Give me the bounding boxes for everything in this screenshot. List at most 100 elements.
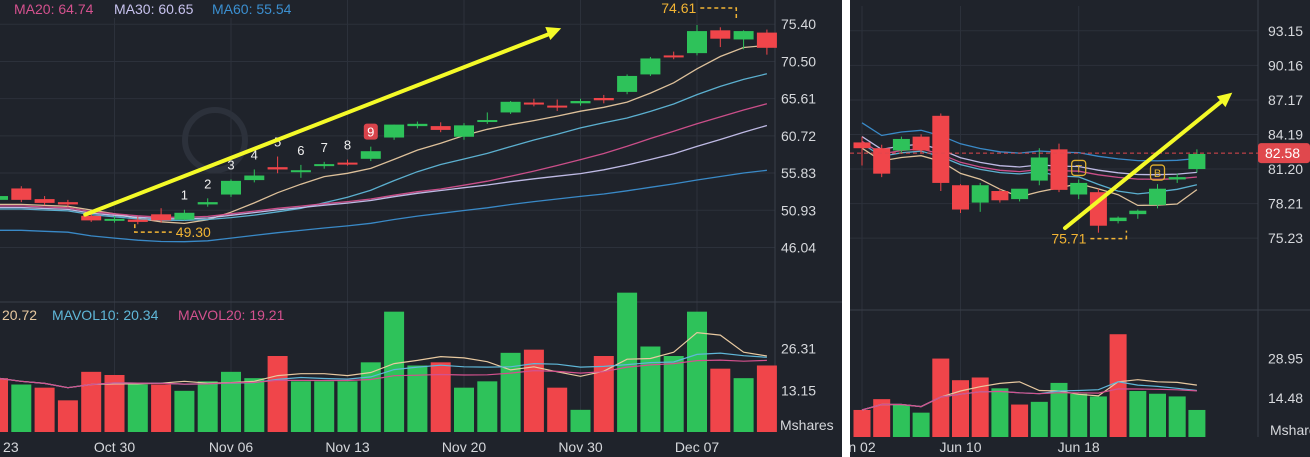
price-tick-label: 50.93 (781, 202, 816, 218)
legend-mavol20: MAVOL20: 19.21 (178, 307, 285, 323)
volume-tick-label: 28.95 (1268, 351, 1303, 367)
low-annotation-label: 49.30 (176, 224, 211, 240)
volume-bar (687, 311, 707, 432)
price-tick-label: 46.04 (781, 239, 816, 255)
candle-body (593, 97, 614, 101)
high-annotation-label: 74.61 (661, 0, 696, 16)
count-label: 5 (274, 135, 281, 150)
time-tick-label: Nov 06 (209, 439, 254, 455)
ma10-line (0, 73, 768, 222)
volume-bar (663, 356, 684, 432)
volume-ma-line (0, 359, 767, 389)
volume-bar (384, 311, 405, 432)
volume-bar (151, 384, 172, 432)
volume-unit-label: Mshares (780, 417, 834, 433)
price-tick-label: 84.19 (1268, 126, 1303, 142)
left-chart-svg[interactable]: 75.40 70.50 65.61 60.72 55.83 50.93 46.04 26.31… (0, 0, 842, 457)
price-tick-label: 65.61 (781, 91, 816, 107)
legend-ma60: MA60: 55.54 (212, 1, 292, 17)
volume-bar (1168, 396, 1186, 437)
candle-body (756, 32, 777, 48)
candle-body (912, 136, 930, 151)
candle-body (952, 185, 969, 210)
time-tick-label: Oct 23 (0, 439, 19, 455)
signal-marker-box (1149, 164, 1166, 181)
volume-bar (733, 378, 754, 432)
candle-body (0, 196, 8, 200)
volume-bar (337, 381, 358, 432)
volume-bar (547, 387, 568, 432)
watermark-logo (182, 107, 248, 173)
candle-body (1070, 182, 1088, 195)
ma10-line (861, 143, 1198, 195)
candle-body (710, 30, 731, 39)
volume-bar (477, 381, 498, 432)
volume-bar (1089, 396, 1107, 437)
volume-bar (0, 378, 8, 432)
high-annotation-line (700, 7, 738, 18)
volume-bar (127, 384, 148, 432)
legend-ma20: MA20: 64.74 (14, 1, 94, 17)
volume-unit-label: Mshares (1270, 422, 1310, 438)
volume-tick-label: 26.31 (781, 341, 816, 357)
candle-body (547, 105, 568, 108)
candle-body (104, 218, 125, 221)
candle-body (1188, 153, 1206, 170)
volume-bar (197, 381, 218, 432)
candle-body (523, 102, 544, 105)
volume-bar (991, 388, 1009, 437)
price-tick-label: 93.15 (1268, 23, 1303, 39)
volume-bar (290, 381, 311, 432)
volume-bar (952, 380, 969, 437)
candle-body (932, 115, 950, 183)
trend-arrow-head (1216, 92, 1233, 108)
time-tick-label: Nov 20 (442, 439, 487, 455)
time-tick-label: n 02 (850, 439, 876, 455)
candle-body (430, 126, 451, 130)
trend-arrow-shaft (83, 31, 554, 217)
candle-body (1089, 192, 1107, 226)
candle-body (991, 191, 1009, 201)
left-chart-panel[interactable]: 75.40 70.50 65.61 60.72 55.83 50.93 46.04 26.31… (0, 0, 842, 457)
candle-body (407, 123, 428, 127)
ma5-line (861, 147, 1198, 207)
volume-bar (1109, 334, 1127, 437)
candle-body (244, 175, 265, 181)
volume-ma-line (861, 388, 1197, 411)
time-tick-label: Jun 18 (1058, 439, 1100, 455)
count-label: 7 (321, 140, 328, 155)
count-label: 6 (297, 143, 304, 158)
price-tick-label: 90.16 (1268, 57, 1303, 73)
volume-bar (407, 365, 428, 432)
volume-bar (1011, 404, 1029, 437)
volume-bar (523, 349, 544, 432)
candle-body (570, 101, 591, 104)
candle-body (174, 212, 195, 220)
candle-body (733, 31, 754, 40)
low-annotation-line (134, 224, 172, 233)
count-label: 8 (344, 138, 351, 153)
volume-bar (454, 387, 474, 432)
time-tick-label: Nov 30 (558, 439, 603, 455)
candle-body (640, 58, 661, 75)
time-tick-label: Oct 30 (94, 439, 135, 455)
price-tick-label: 87.17 (1268, 92, 1303, 108)
candle-body (337, 162, 358, 165)
signal-marker-letter: B (1154, 168, 1161, 180)
volume-ma-line (0, 331, 767, 389)
candle-body (1011, 188, 1029, 200)
candle-body (127, 219, 148, 222)
right-chart-svg[interactable]: 93.15 90.16 87.17 84.19 81.20 78.21 75.23 28.95… (850, 0, 1310, 457)
volume-bar (710, 368, 731, 432)
candle-body (1109, 217, 1127, 222)
volume-bar (1129, 391, 1147, 437)
current-price-label: 82.58 (1265, 145, 1300, 161)
candle-body (151, 214, 172, 221)
ma60-line (0, 169, 767, 243)
volume-bar (1070, 393, 1088, 437)
right-chart-panel[interactable]: 93.15 90.16 87.17 84.19 81.20 78.21 75.23 28.95… (850, 0, 1310, 457)
legend-backdrop (0, 0, 320, 18)
candle-body (500, 101, 521, 113)
candle-body (971, 185, 989, 203)
volume-bar (221, 371, 241, 432)
